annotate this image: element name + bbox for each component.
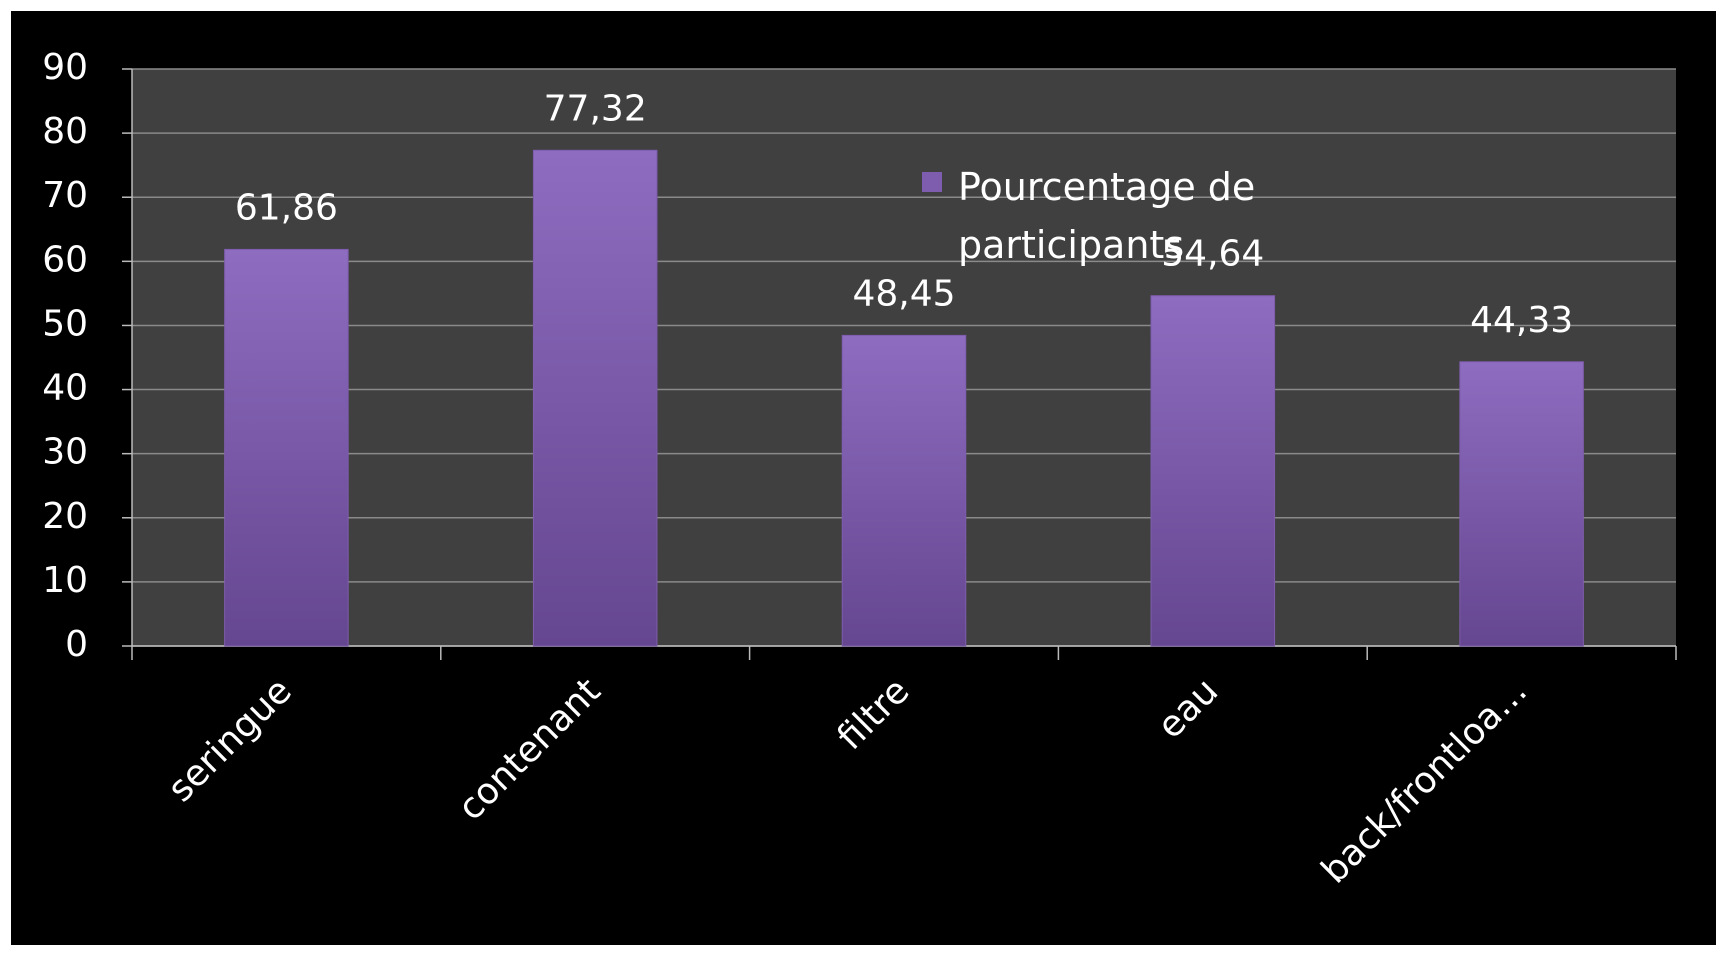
y-tick-label: 40 xyxy=(42,368,88,409)
y-tick-label: 70 xyxy=(42,175,88,216)
bar xyxy=(841,334,967,647)
y-tick-label: 50 xyxy=(42,303,88,344)
y-tick-label: 20 xyxy=(42,496,88,537)
y-tick-label: 30 xyxy=(42,432,88,473)
bar xyxy=(1459,361,1584,647)
data-label: 54,64 xyxy=(1161,234,1264,275)
bar xyxy=(224,248,349,647)
y-tick-label: 10 xyxy=(42,560,88,601)
legend-key xyxy=(922,172,942,192)
y-tick-label: 90 xyxy=(42,47,88,88)
y-tick-label: 80 xyxy=(42,111,88,152)
data-label: 77,32 xyxy=(544,88,647,129)
bar xyxy=(1150,295,1276,647)
bar xyxy=(532,149,658,647)
data-label: 61,86 xyxy=(235,187,338,228)
data-label: 48,45 xyxy=(852,273,955,314)
legend-label: Pourcentage de participants xyxy=(958,165,1256,267)
data-label: 44,33 xyxy=(1470,300,1573,341)
y-tick-label: 0 xyxy=(65,624,88,665)
y-tick-label: 60 xyxy=(42,239,88,280)
